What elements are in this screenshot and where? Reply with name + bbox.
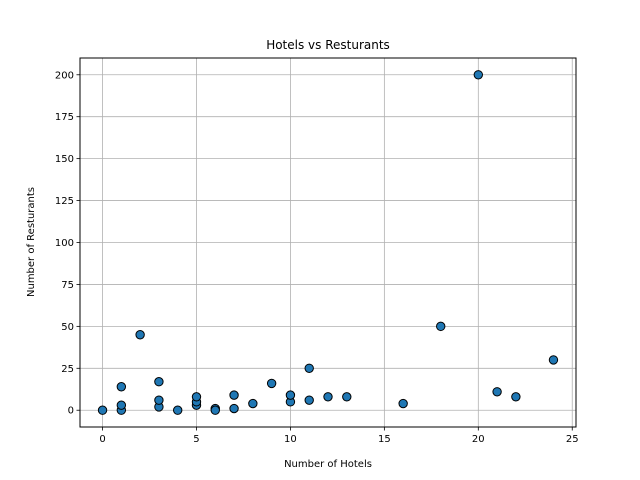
data-point bbox=[304, 395, 314, 405]
data-point bbox=[436, 321, 446, 332]
data-point bbox=[342, 392, 352, 402]
data-points bbox=[97, 70, 559, 415]
data-point bbox=[304, 363, 314, 373]
data-point bbox=[116, 382, 127, 392]
x-tick-label: 10 bbox=[284, 434, 297, 445]
x-axis-ticks: 0 5 10 15 20 25 bbox=[99, 427, 579, 445]
data-point bbox=[548, 355, 559, 365]
data-point bbox=[116, 400, 127, 410]
data-point bbox=[135, 330, 145, 340]
y-tick-label: 50 bbox=[61, 322, 74, 333]
data-point bbox=[210, 405, 220, 415]
grid-lines bbox=[80, 58, 576, 427]
data-point bbox=[154, 395, 164, 405]
data-point bbox=[285, 390, 296, 400]
x-tick-label: 20 bbox=[472, 434, 485, 445]
data-point bbox=[97, 405, 108, 415]
y-tick-label: 75 bbox=[61, 280, 74, 291]
y-axis-label: Number of Resturants bbox=[26, 187, 37, 297]
y-tick-label: 175 bbox=[55, 112, 74, 123]
x-tick-label: 0 bbox=[99, 434, 105, 445]
y-tick-label: 150 bbox=[55, 154, 74, 165]
data-point bbox=[398, 398, 408, 409]
data-point bbox=[511, 392, 521, 402]
data-point bbox=[172, 405, 183, 415]
data-point bbox=[154, 377, 164, 387]
data-point bbox=[473, 70, 484, 80]
y-tick-label: 100 bbox=[55, 238, 74, 249]
data-point bbox=[248, 398, 258, 409]
x-axis-label: Number of Hotels bbox=[284, 459, 372, 470]
data-point bbox=[229, 403, 239, 414]
y-tick-label: 25 bbox=[61, 364, 74, 375]
y-axis-ticks: 0 25 50 75 100 125 150 175 200 bbox=[55, 70, 80, 417]
y-tick-label: 125 bbox=[55, 196, 74, 207]
data-point bbox=[492, 387, 502, 397]
data-point bbox=[323, 392, 333, 402]
y-tick-label: 0 bbox=[68, 406, 74, 417]
data-point bbox=[266, 378, 277, 389]
y-tick-label: 200 bbox=[55, 70, 74, 81]
x-tick-label: 15 bbox=[378, 434, 391, 445]
data-point bbox=[229, 390, 239, 400]
x-tick-label: 5 bbox=[193, 434, 199, 445]
data-point bbox=[191, 392, 202, 402]
x-tick-label: 25 bbox=[566, 434, 579, 445]
chart-title: Hotels vs Resturants bbox=[266, 38, 390, 52]
